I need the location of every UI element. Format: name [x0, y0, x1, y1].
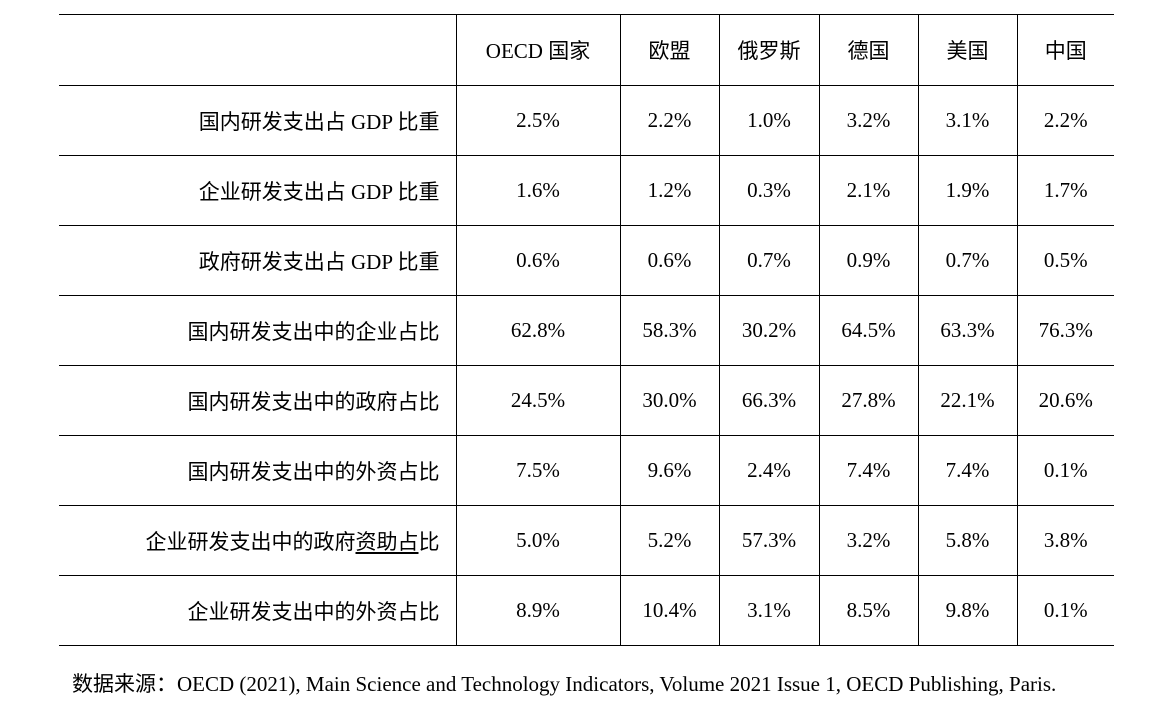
row-label: 国内研发支出占 GDP 比重: [59, 86, 456, 156]
cell-russia: 57.3%: [719, 506, 819, 576]
cell-russia: 30.2%: [719, 296, 819, 366]
header-oecd: OECD 国家: [456, 15, 620, 86]
table-row: 企业研发支出中的外资占比 8.9% 10.4% 3.1% 8.5% 9.8% 0…: [59, 576, 1114, 646]
header-china: 中国: [1017, 15, 1114, 86]
cell-usa: 7.4%: [918, 436, 1017, 506]
cell-usa: 3.1%: [918, 86, 1017, 156]
cell-eu: 9.6%: [620, 436, 719, 506]
row-label: 国内研发支出中的政府占比: [59, 366, 456, 436]
cell-usa: 63.3%: [918, 296, 1017, 366]
cell-germany: 64.5%: [819, 296, 918, 366]
cell-russia: 66.3%: [719, 366, 819, 436]
table-row: 国内研发支出中的政府占比 24.5% 30.0% 66.3% 27.8% 22.…: [59, 366, 1114, 436]
cell-oecd: 62.8%: [456, 296, 620, 366]
row-label: 国内研发支出中的企业占比: [59, 296, 456, 366]
cell-usa: 0.7%: [918, 226, 1017, 296]
cell-russia: 1.0%: [719, 86, 819, 156]
label-pre: 企业研发支出中的政府: [146, 530, 356, 554]
cell-germany: 8.5%: [819, 576, 918, 646]
cell-eu: 1.2%: [620, 156, 719, 226]
row-label: 国内研发支出中的外资占比: [59, 436, 456, 506]
cell-russia: 2.4%: [719, 436, 819, 506]
cell-china: 76.3%: [1017, 296, 1114, 366]
header-eu: 欧盟: [620, 15, 719, 86]
cell-china: 1.7%: [1017, 156, 1114, 226]
cell-eu: 58.3%: [620, 296, 719, 366]
cell-germany: 0.9%: [819, 226, 918, 296]
table-row: 国内研发支出中的企业占比 62.8% 58.3% 30.2% 64.5% 63.…: [59, 296, 1114, 366]
source-line: 数据来源：OECD (2021), Main Science and Techn…: [59, 668, 1114, 698]
cell-eu: 10.4%: [620, 576, 719, 646]
table-row: 企业研发支出中的政府资助占比 5.0% 5.2% 57.3% 3.2% 5.8%…: [59, 506, 1114, 576]
cell-russia: 3.1%: [719, 576, 819, 646]
row-label: 企业研发支出中的外资占比: [59, 576, 456, 646]
row-label: 政府研发支出占 GDP 比重: [59, 226, 456, 296]
label-post: 比: [419, 530, 440, 554]
cell-usa: 9.8%: [918, 576, 1017, 646]
table-row: 企业研发支出占 GDP 比重 1.6% 1.2% 0.3% 2.1% 1.9% …: [59, 156, 1114, 226]
label-underlined: 资助占: [356, 530, 419, 554]
cell-oecd: 2.5%: [456, 86, 620, 156]
cell-eu: 2.2%: [620, 86, 719, 156]
cell-oecd: 8.9%: [456, 576, 620, 646]
cell-china: 20.6%: [1017, 366, 1114, 436]
cell-eu: 0.6%: [620, 226, 719, 296]
row-label: 企业研发支出中的政府资助占比: [59, 506, 456, 576]
cell-oecd: 0.6%: [456, 226, 620, 296]
row-label: 企业研发支出占 GDP 比重: [59, 156, 456, 226]
cell-usa: 1.9%: [918, 156, 1017, 226]
cell-germany: 3.2%: [819, 86, 918, 156]
rd-indicators-table: OECD 国家 欧盟 俄罗斯 德国 美国 中国 国内研发支出占 GDP 比重 2…: [59, 14, 1114, 646]
table-row: 政府研发支出占 GDP 比重 0.6% 0.6% 0.7% 0.9% 0.7% …: [59, 226, 1114, 296]
cell-russia: 0.3%: [719, 156, 819, 226]
cell-oecd: 7.5%: [456, 436, 620, 506]
cell-china: 0.1%: [1017, 436, 1114, 506]
cell-china: 0.1%: [1017, 576, 1114, 646]
cell-germany: 27.8%: [819, 366, 918, 436]
table-row: 国内研发支出占 GDP 比重 2.5% 2.2% 1.0% 3.2% 3.1% …: [59, 86, 1114, 156]
cell-eu: 30.0%: [620, 366, 719, 436]
cell-china: 3.8%: [1017, 506, 1114, 576]
cell-china: 2.2%: [1017, 86, 1114, 156]
header-russia: 俄罗斯: [719, 15, 819, 86]
cell-oecd: 5.0%: [456, 506, 620, 576]
cell-china: 0.5%: [1017, 226, 1114, 296]
cell-eu: 5.2%: [620, 506, 719, 576]
cell-oecd: 24.5%: [456, 366, 620, 436]
cell-oecd: 1.6%: [456, 156, 620, 226]
header-blank: [59, 15, 456, 86]
cell-germany: 3.2%: [819, 506, 918, 576]
table-row: 国内研发支出中的外资占比 7.5% 9.6% 2.4% 7.4% 7.4% 0.…: [59, 436, 1114, 506]
cell-russia: 0.7%: [719, 226, 819, 296]
header-germany: 德国: [819, 15, 918, 86]
cell-usa: 22.1%: [918, 366, 1017, 436]
cell-germany: 2.1%: [819, 156, 918, 226]
header-usa: 美国: [918, 15, 1017, 86]
cell-usa: 5.8%: [918, 506, 1017, 576]
table-header-row: OECD 国家 欧盟 俄罗斯 德国 美国 中国: [59, 15, 1114, 86]
cell-germany: 7.4%: [819, 436, 918, 506]
